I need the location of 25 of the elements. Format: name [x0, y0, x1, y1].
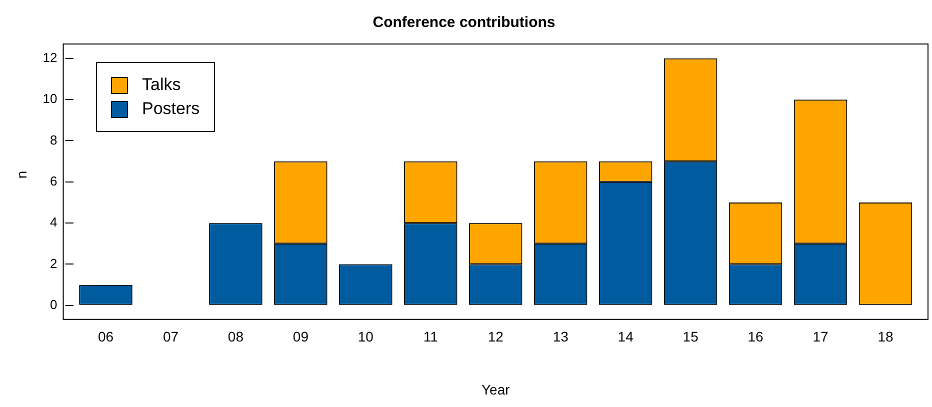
y-tick-label: 0 — [50, 296, 58, 312]
x-axis-title: Year — [481, 381, 510, 398]
x-tick-label: 12 — [488, 328, 504, 345]
x-tick-label: 13 — [552, 328, 569, 345]
x-tick-label: 10 — [358, 328, 374, 345]
y-tick-label: 6 — [50, 173, 58, 188]
y-axis-title: n — [13, 170, 30, 179]
legend-label: Posters — [142, 99, 200, 119]
y-tick-label: 4 — [50, 214, 58, 230]
x-tick-label: 07 — [162, 328, 179, 345]
x-tick-label: 14 — [618, 328, 634, 345]
y-tick-label: 12 — [42, 50, 58, 65]
legend-label: Talks — [142, 75, 181, 95]
x-tick-label: 11 — [423, 328, 438, 345]
x-tick-label: 09 — [292, 328, 309, 345]
x-tick-label: 16 — [748, 328, 764, 345]
x-tick-label: 18 — [878, 328, 894, 345]
y-tick-label: 10 — [42, 91, 58, 106]
x-tick-label: 06 — [98, 328, 114, 345]
x-tick-label: 15 — [682, 328, 699, 345]
y-tick-label: 8 — [50, 132, 58, 148]
x-tick-label: 08 — [228, 328, 244, 345]
y-tick-label: 2 — [50, 256, 58, 271]
x-tick-label: 17 — [812, 328, 829, 345]
chart-title: Conference contributions — [372, 14, 556, 32]
